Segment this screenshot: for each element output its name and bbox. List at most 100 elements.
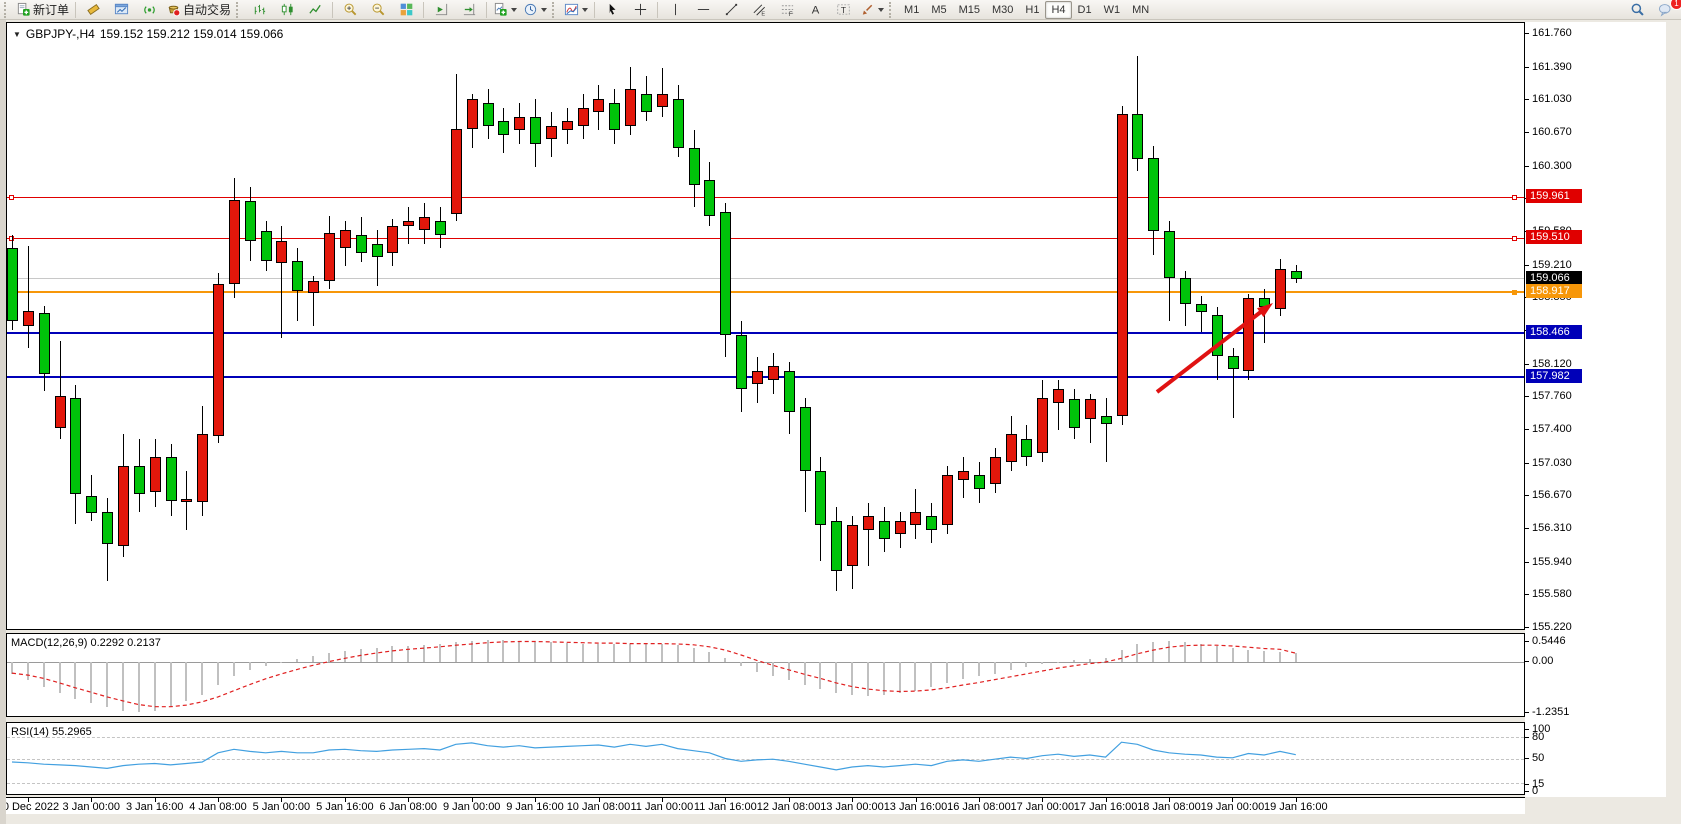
timeframe-m1-button[interactable]: M1 bbox=[904, 3, 920, 16]
time-tick-label: 13 Jan 16:00 bbox=[883, 801, 948, 813]
auto-scroll-icon bbox=[435, 3, 447, 16]
timeframe-d1-button[interactable]: D1 bbox=[1077, 3, 1092, 16]
rsi-panel[interactable]: RSI(14) 55.2965 bbox=[6, 722, 1525, 795]
chevron-down-icon[interactable] bbox=[511, 7, 518, 12]
trendline-tool-button[interactable] bbox=[717, 0, 745, 20]
line-handle[interactable] bbox=[9, 194, 14, 200]
auto-scroll-button[interactable] bbox=[427, 0, 455, 20]
arrows-tool-button[interactable] bbox=[857, 0, 887, 20]
line-chart-mode-button[interactable] bbox=[301, 0, 329, 20]
new-order-button[interactable]: 新订单 bbox=[13, 0, 72, 20]
price-axis[interactable]: 161.760 161.390 161.030 160.670 160.300 159.9… bbox=[1525, 22, 1666, 797]
price-tick-label: 155.580 bbox=[1532, 588, 1572, 601]
macd-histogram-bar bbox=[169, 662, 172, 708]
line-handle[interactable] bbox=[1512, 235, 1517, 241]
horizontal-level-line[interactable] bbox=[7, 278, 1524, 280]
macd-histogram-bar bbox=[1215, 645, 1218, 662]
timeframe-h4-button[interactable]: H4 bbox=[1045, 0, 1072, 19]
search-button[interactable] bbox=[1623, 0, 1651, 20]
candle-body bbox=[1227, 356, 1239, 369]
time-tick-mark bbox=[27, 798, 29, 802]
candle-body bbox=[973, 475, 985, 489]
macd-histogram-bar bbox=[534, 641, 536, 662]
fibonacci-tool-button[interactable]: F bbox=[773, 0, 801, 20]
candle-wick bbox=[1264, 289, 1266, 343]
toolbar-grip[interactable] bbox=[889, 1, 894, 18]
timeframe-m15-button[interactable]: M15 bbox=[958, 3, 980, 16]
macd-histogram-bar bbox=[11, 662, 13, 675]
chevron-down-icon[interactable] bbox=[582, 7, 589, 12]
horizontal-level-line[interactable] bbox=[7, 196, 1524, 198]
bar-chart-mode-button[interactable] bbox=[245, 0, 273, 20]
tile-windows-button[interactable] bbox=[392, 0, 420, 20]
cursor-tool-button[interactable] bbox=[598, 0, 626, 20]
equidistant-channel-tool-button[interactable]: E bbox=[745, 0, 773, 20]
price-tick-label: 159.210 bbox=[1532, 258, 1572, 271]
zoom-in-button[interactable] bbox=[336, 0, 364, 20]
toolbar-grip[interactable] bbox=[236, 1, 241, 18]
candle-body bbox=[751, 370, 763, 385]
toolbar-grip[interactable] bbox=[4, 1, 9, 18]
notifications-button[interactable]: 1 bbox=[1651, 0, 1681, 20]
timeframe-mn-button[interactable]: MN bbox=[1132, 3, 1150, 16]
new-chart-button[interactable] bbox=[490, 0, 520, 20]
timeframe-w1-button[interactable]: W1 bbox=[1103, 3, 1121, 16]
candle-body bbox=[1164, 231, 1175, 279]
timeframe-h1-button[interactable]: H1 bbox=[1025, 3, 1040, 16]
time-tick-label: 30 Dec 2022 bbox=[0, 801, 60, 813]
autotrading-button[interactable]: 自动交易 bbox=[163, 0, 234, 20]
time-axis[interactable]: 30 Dec 2022 3 Jan 00:00 3 Jan 16:00 4 Jan 0… bbox=[0, 797, 1525, 814]
line-handle[interactable] bbox=[1512, 289, 1517, 295]
candle-body bbox=[1053, 389, 1065, 403]
periods-button[interactable] bbox=[520, 0, 550, 20]
indicators-icon bbox=[564, 3, 579, 16]
line-handle[interactable] bbox=[1512, 194, 1517, 200]
indicators-button[interactable] bbox=[561, 0, 591, 20]
horizontal-level-line[interactable] bbox=[7, 376, 1524, 378]
candle-body bbox=[1148, 157, 1160, 231]
line-handle[interactable] bbox=[9, 235, 14, 241]
macd-histogram-bar bbox=[106, 662, 109, 708]
candle-body bbox=[197, 434, 209, 503]
candle-body bbox=[1005, 434, 1017, 462]
crosshair-tool-button[interactable] bbox=[626, 0, 654, 20]
vertical-line-tool-button[interactable] bbox=[661, 0, 689, 20]
trendline-icon bbox=[725, 3, 737, 16]
horizontal-level-line[interactable] bbox=[7, 291, 1524, 294]
macd-histogram-bar bbox=[122, 662, 124, 712]
macd-panel[interactable]: MACD(12,26,9) 0.2292 0.2137 bbox=[6, 633, 1525, 717]
time-tick-mark bbox=[408, 798, 410, 802]
macd-histogram-bar bbox=[502, 639, 505, 662]
chart-shift-button[interactable] bbox=[455, 0, 483, 20]
chevron-down-icon[interactable]: ▼ bbox=[13, 29, 21, 39]
time-tick-mark bbox=[281, 798, 283, 802]
horizontal-level-line[interactable] bbox=[7, 237, 1524, 239]
chevron-down-icon[interactable] bbox=[878, 7, 885, 12]
candle-wick bbox=[867, 502, 869, 567]
timeframe-m5-button[interactable]: M5 bbox=[931, 3, 947, 16]
chart-window-button[interactable] bbox=[107, 0, 135, 20]
toolbar-grip[interactable] bbox=[552, 1, 557, 18]
styler-button[interactable] bbox=[79, 0, 107, 20]
timeframe-m30-button[interactable]: M30 bbox=[992, 3, 1014, 16]
rsi-level-line bbox=[7, 783, 1524, 785]
signals-button[interactable] bbox=[135, 0, 163, 20]
macd-histogram-bar bbox=[185, 662, 188, 701]
macd-axis-label: -1.2351 bbox=[1532, 706, 1570, 718]
candlestick-mode-button[interactable] bbox=[273, 0, 301, 20]
shapes-icon bbox=[862, 4, 873, 15]
macd-label: MACD(12,26,9) 0.2292 0.2137 bbox=[11, 637, 161, 649]
price-chart-panel[interactable]: ▼ GBPJPY-,H4 159.152 159.212 159.014 159… bbox=[6, 22, 1525, 630]
macd-histogram-bar bbox=[26, 662, 29, 681]
macd-histogram-bar bbox=[201, 662, 204, 695]
text-tool-button[interactable]: A bbox=[801, 0, 829, 20]
horizontal-line-tool-button[interactable] bbox=[689, 0, 717, 20]
macd-histogram-bar bbox=[328, 653, 330, 662]
horizontal-level-line[interactable] bbox=[7, 332, 1524, 335]
trend-arrow-annotation[interactable] bbox=[7, 23, 1524, 629]
zoom-out-button[interactable] bbox=[364, 0, 392, 20]
text-label-tool-button[interactable]: T bbox=[829, 0, 857, 20]
candle-body bbox=[831, 520, 843, 571]
candle-body bbox=[244, 201, 256, 242]
chevron-down-icon[interactable] bbox=[541, 7, 548, 12]
